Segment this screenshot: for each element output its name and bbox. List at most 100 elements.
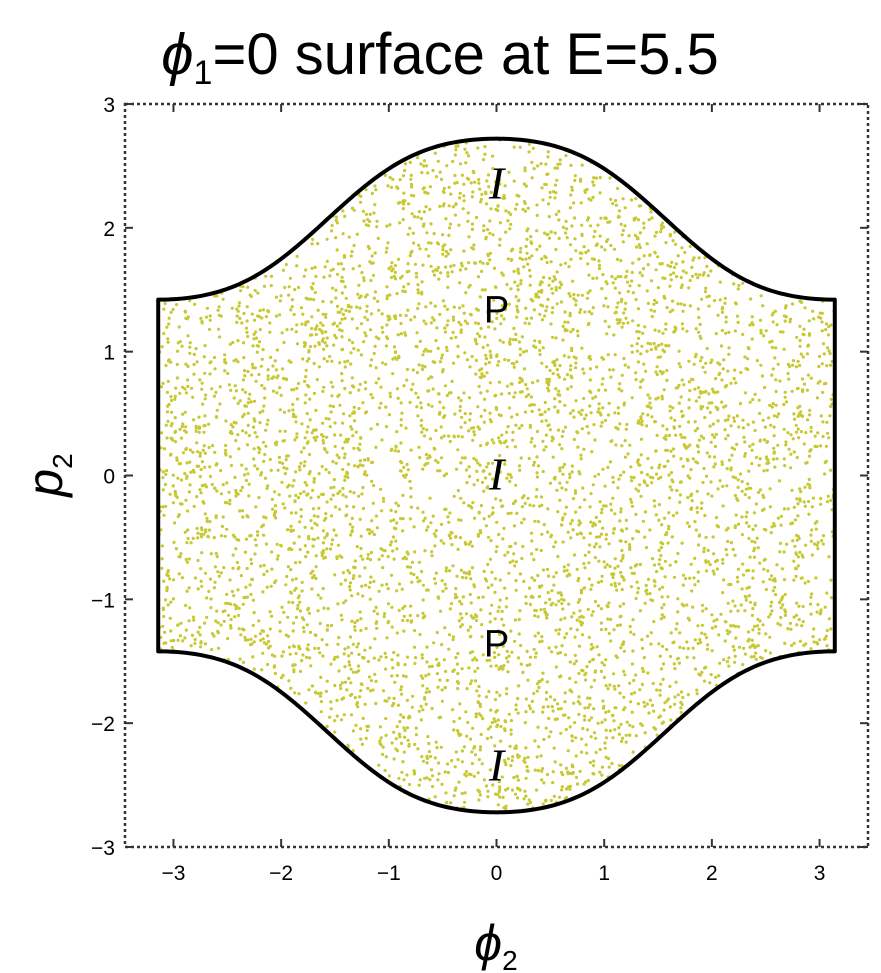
- scatter-point: [498, 168, 502, 172]
- scatter-point: [419, 162, 423, 166]
- scatter-point: [357, 494, 361, 498]
- scatter-point: [406, 468, 410, 472]
- scatter-point: [420, 653, 424, 657]
- scatter-point: [426, 389, 430, 393]
- scatter-point: [623, 439, 627, 443]
- scatter-point: [563, 636, 567, 640]
- scatter-point: [200, 584, 204, 588]
- scatter-point: [591, 764, 596, 768]
- scatter-point: [240, 463, 244, 467]
- scatter-point: [695, 510, 700, 514]
- scatter-point: [696, 276, 700, 280]
- scatter-point: [310, 315, 314, 319]
- scatter-point: [483, 145, 487, 149]
- scatter-point: [523, 756, 527, 760]
- scatter-point: [803, 504, 807, 508]
- scatter-point: [591, 771, 595, 776]
- scatter-point: [417, 560, 421, 564]
- scatter-point: [282, 466, 286, 470]
- scatter-point: [679, 690, 684, 694]
- scatter-point: [190, 633, 195, 638]
- scatter-point: [500, 641, 504, 645]
- scatter-point: [340, 335, 344, 339]
- scatter-point: [418, 456, 422, 460]
- scatter-point: [697, 330, 701, 334]
- scatter-point: [643, 704, 647, 709]
- scatter-point: [279, 393, 283, 397]
- scatter-point: [482, 158, 486, 162]
- scatter-point: [694, 327, 698, 331]
- scatter-point: [562, 569, 566, 573]
- scatter-point: [634, 298, 638, 302]
- scatter-point: [819, 414, 823, 418]
- scatter-point: [433, 544, 437, 548]
- scatter-point: [290, 298, 294, 302]
- scatter-point: [697, 395, 701, 399]
- scatter-point: [462, 311, 466, 315]
- scatter-point: [629, 475, 634, 479]
- scatter-point: [790, 302, 795, 306]
- scatter-point: [591, 195, 595, 199]
- scatter-point: [654, 397, 658, 401]
- scatter-point: [733, 654, 737, 658]
- scatter-point: [599, 413, 603, 417]
- scatter-point: [421, 353, 425, 357]
- scatter-point: [544, 610, 548, 615]
- scatter-point: [620, 548, 624, 553]
- scatter-point: [660, 394, 664, 398]
- scatter-point: [507, 358, 511, 362]
- scatter-point: [573, 216, 577, 220]
- scatter-point: [538, 312, 542, 316]
- scatter-point: [339, 613, 343, 617]
- scatter-point: [349, 681, 353, 685]
- scatter-point: [778, 330, 783, 334]
- scatter-point: [183, 387, 187, 391]
- scatter-point: [810, 553, 814, 557]
- scatter-point: [456, 434, 460, 438]
- scatter-point: [628, 443, 632, 447]
- scatter-point: [339, 582, 343, 586]
- scatter-point: [460, 623, 464, 627]
- scatter-point: [618, 691, 622, 695]
- scatter-point: [661, 276, 665, 280]
- scatter-point: [747, 496, 751, 500]
- scatter-point: [280, 367, 285, 371]
- scatter-point: [704, 535, 708, 540]
- scatter-point: [587, 550, 591, 554]
- scatter-point: [778, 623, 783, 627]
- scatter-point: [485, 179, 489, 183]
- scatter-point: [619, 570, 623, 575]
- scatter-point: [768, 505, 773, 509]
- scatter-point: [202, 430, 206, 434]
- scatter-point: [564, 231, 568, 235]
- scatter-point: [284, 583, 288, 587]
- scatter-point: [357, 283, 361, 287]
- scatter-point: [253, 318, 257, 322]
- scatter-point: [240, 485, 245, 489]
- scatter-point: [712, 455, 717, 459]
- scatter-point: [376, 299, 380, 303]
- scatter-point: [295, 432, 299, 436]
- scatter-point: [235, 320, 239, 324]
- scatter-point: [223, 353, 227, 357]
- scatter-point: [749, 297, 753, 301]
- scatter-point: [453, 788, 457, 792]
- scatter-point: [361, 485, 365, 490]
- scatter-point: [445, 678, 449, 683]
- scatter-point: [658, 355, 663, 359]
- scatter-point: [621, 576, 625, 580]
- scatter-point: [444, 217, 448, 221]
- scatter-point: [162, 331, 166, 336]
- scatter-point: [784, 315, 788, 319]
- scatter-point: [380, 312, 384, 316]
- scatter-point: [281, 650, 285, 654]
- scatter-point: [468, 283, 472, 287]
- scatter-point: [708, 424, 712, 428]
- scatter-point: [691, 457, 695, 461]
- scatter-point: [303, 460, 307, 464]
- scatter-point: [536, 464, 541, 468]
- scatter-point: [732, 416, 736, 420]
- scatter-point: [381, 496, 386, 500]
- scatter-point: [558, 651, 563, 655]
- scatter-point: [421, 684, 425, 688]
